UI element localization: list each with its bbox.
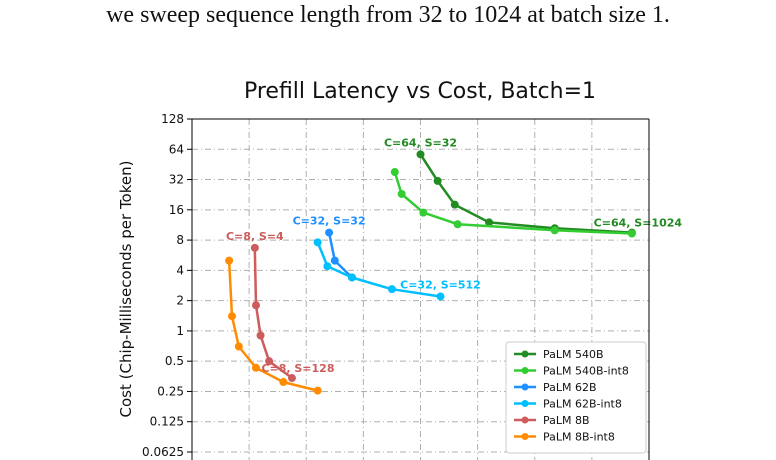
data-point xyxy=(265,357,274,366)
legend-swatch-marker xyxy=(521,383,529,391)
series-line xyxy=(227,260,319,392)
data-point xyxy=(251,363,260,372)
legend-swatch-marker xyxy=(521,416,529,424)
data-point xyxy=(323,262,332,271)
y-tick-label: 0.0625 xyxy=(142,445,184,459)
annotation-label: C=64, S=32 xyxy=(384,136,457,149)
legend-label: PaLM 8B xyxy=(543,414,590,427)
data-point xyxy=(225,256,234,265)
annotation-label: C=32, S=512 xyxy=(400,278,481,291)
legend-swatch-marker xyxy=(521,400,529,407)
legend-label: PaLM 540B-int8 xyxy=(543,365,629,378)
data-point xyxy=(313,386,322,395)
data-point xyxy=(419,208,428,217)
data-point xyxy=(433,176,442,185)
data-point xyxy=(390,168,399,177)
data-point xyxy=(397,189,406,198)
y-tick-label: 0.25 xyxy=(157,384,184,398)
y-axis: 0.0625 0.125 0.25 0.5 1 2 4 8 16 32 64 128 xyxy=(142,112,192,459)
series-palm-8b-int8 xyxy=(225,256,322,395)
annotations: C=64, S=32 C=64, S=1024 C=32, S=32 C=32, S=… xyxy=(226,136,682,375)
y-axis-label: Cost (Chip-Milliseconds per Token) xyxy=(117,161,135,418)
legend-box xyxy=(505,341,647,454)
data-point xyxy=(416,150,425,159)
legend-label: PaLM 8B-int8 xyxy=(543,431,615,444)
data-point xyxy=(550,226,559,235)
y-tick-label: 0.5 xyxy=(165,354,184,368)
legend-label: PaLM 540B xyxy=(543,348,604,361)
annotation-label: C=8, S=4 xyxy=(226,230,284,243)
data-point xyxy=(256,331,265,340)
legend-label: PaLM 62B xyxy=(543,381,597,394)
series-palm-8b xyxy=(250,243,296,383)
series-palm-62b-int8 xyxy=(313,238,445,301)
series-lines xyxy=(225,150,636,395)
y-tick-label: 64 xyxy=(169,142,184,156)
data-point xyxy=(450,200,459,209)
data-point xyxy=(436,292,445,301)
series-palm-540b-int8 xyxy=(390,168,636,238)
data-point xyxy=(325,228,334,237)
series-line xyxy=(419,153,632,234)
y-tick-label: 1 xyxy=(176,324,184,338)
y-tick-label: 8 xyxy=(176,233,184,247)
caption-text: we sweep sequence length from 32 to 1024… xyxy=(106,2,670,28)
y-tick-label: 16 xyxy=(169,203,184,217)
data-point xyxy=(251,301,260,310)
y-tick-label: 32 xyxy=(169,173,184,187)
data-point xyxy=(485,218,494,227)
data-point xyxy=(313,238,322,247)
annotation-label: C=8, S=128 xyxy=(261,362,334,375)
data-point xyxy=(279,378,288,387)
annotation-label: C=64, S=1024 xyxy=(594,217,683,230)
legend: PaLM 540B PaLM 540B-int8 PaLM 62B PaLM 62B-… xyxy=(505,341,647,454)
data-point xyxy=(627,229,636,238)
annotation-label: C=32, S=32 xyxy=(293,215,366,228)
data-point xyxy=(387,285,396,294)
data-point xyxy=(347,273,356,282)
legend-swatch-marker xyxy=(521,350,529,358)
y-tick-label: 2 xyxy=(176,294,184,308)
legend-swatch-marker xyxy=(521,433,529,440)
data-point xyxy=(250,243,259,252)
data-point xyxy=(453,220,462,229)
chart-title: Prefill Latency vs Cost, Batch=1 xyxy=(244,79,596,104)
data-point xyxy=(287,374,296,383)
y-tick-label: 128 xyxy=(161,112,184,126)
legend-label: PaLM 62B-int8 xyxy=(543,398,622,411)
data-point xyxy=(227,312,236,321)
data-point xyxy=(234,342,243,351)
legend-swatch-marker xyxy=(521,367,529,374)
y-tick-label: 4 xyxy=(176,263,184,277)
y-tick-label: 0.125 xyxy=(150,415,184,429)
data-point xyxy=(330,256,339,265)
